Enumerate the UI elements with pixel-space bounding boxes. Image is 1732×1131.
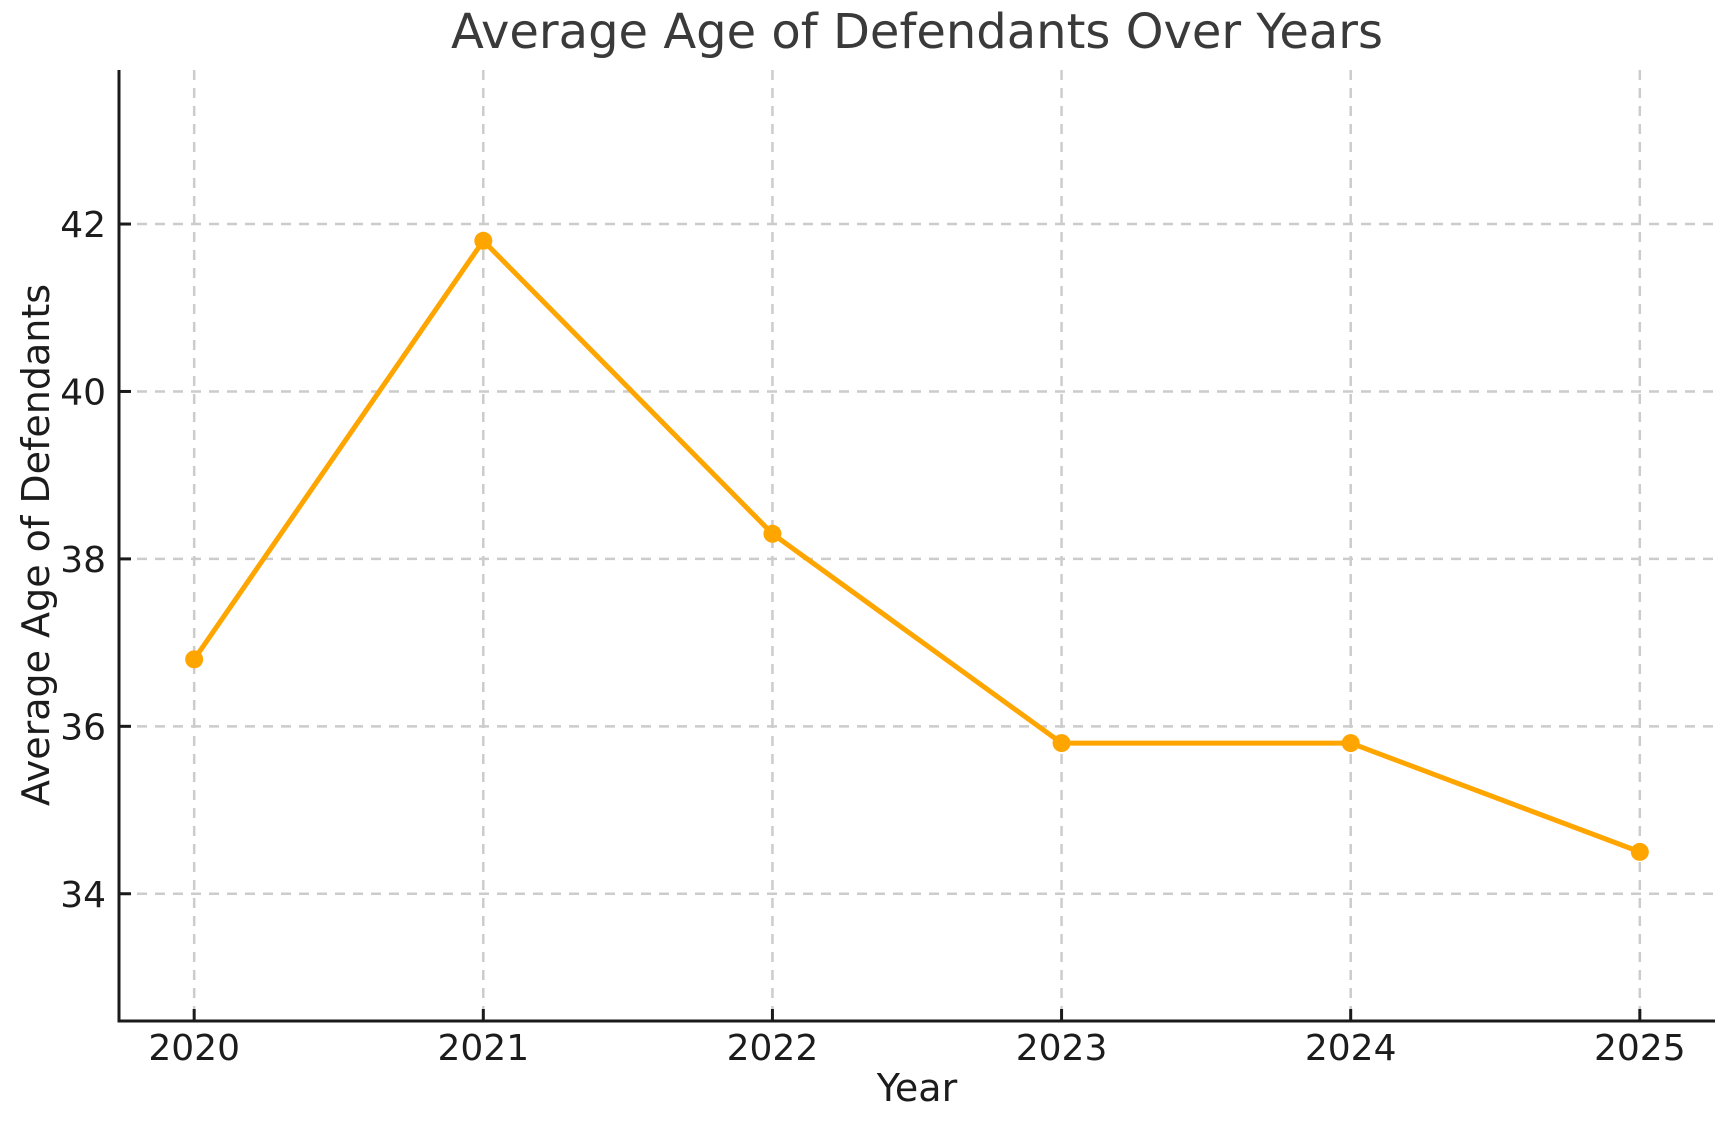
x-tick-label: 2024 bbox=[1305, 1028, 1397, 1069]
data-point-marker bbox=[763, 524, 782, 543]
data-line bbox=[191, 238, 1643, 855]
y-tick-label: 34 bbox=[60, 875, 106, 916]
x-tick-label: 2023 bbox=[1016, 1028, 1108, 1069]
chart-title: Average Age of Defendants Over Years bbox=[450, 4, 1384, 60]
x-axis-label: Year bbox=[876, 1066, 958, 1110]
y-tick-label: 38 bbox=[60, 540, 106, 581]
x-tick-label: 2021 bbox=[437, 1028, 529, 1069]
x-tick-label: 2020 bbox=[148, 1028, 240, 1069]
data-point-marker bbox=[474, 231, 493, 250]
y-tick-label: 42 bbox=[60, 205, 106, 246]
x-tick-label: 2025 bbox=[1594, 1028, 1686, 1069]
y-tick-label: 36 bbox=[60, 707, 106, 748]
x-tick-label: 2022 bbox=[727, 1028, 819, 1069]
data-point-marker bbox=[1052, 734, 1071, 753]
data-point-marker bbox=[1630, 842, 1649, 861]
y-tick-label: 40 bbox=[60, 372, 106, 413]
data-point-marker bbox=[1341, 734, 1360, 753]
data-point-marker bbox=[185, 650, 204, 669]
